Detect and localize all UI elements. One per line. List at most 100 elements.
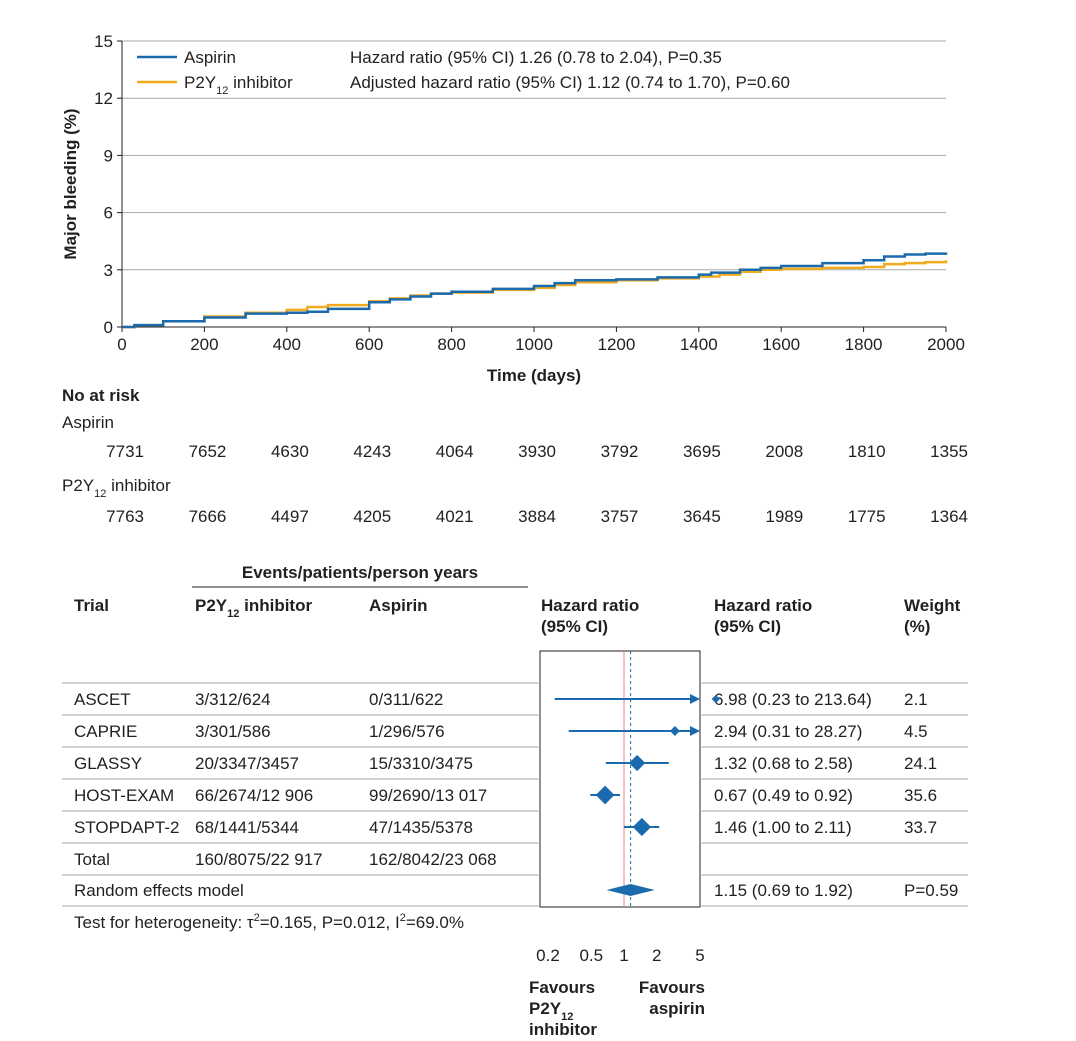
point-estimate-marker xyxy=(595,785,615,805)
at-risk-value: 2008 xyxy=(765,442,803,461)
at-risk-value: 3645 xyxy=(683,507,721,526)
at-risk-value: 7731 xyxy=(106,442,144,461)
row-trial-name: CAPRIE xyxy=(74,722,137,741)
km-line-p2y12 xyxy=(122,260,948,329)
forest-x-tick-label: 1 xyxy=(619,946,628,965)
at-risk-value: 3757 xyxy=(601,507,639,526)
point-estimate-marker xyxy=(628,754,646,772)
row-aspirin-events: 1/296/576 xyxy=(369,722,445,741)
km-y-tick-label: 12 xyxy=(94,89,113,108)
km-y-tick-label: 6 xyxy=(104,204,113,223)
row-trial-name: HOST-EXAM xyxy=(74,786,174,805)
favours-left-label: Favours P2Y12 inhibitor xyxy=(529,978,597,1039)
row-weight: 35.6 xyxy=(904,786,937,805)
row-hr-text: 1.46 (1.00 to 2.11) xyxy=(714,818,852,837)
col-header-hr-text-2: (95% CI) xyxy=(714,617,781,636)
at-risk-value: 1355 xyxy=(930,442,968,461)
forest-x-tick-label: 0.5 xyxy=(579,946,603,965)
favours-left-line1: Favours xyxy=(529,978,595,997)
favours-right-label: Favours aspirin xyxy=(639,978,705,1018)
row-weight: 33.7 xyxy=(904,818,937,837)
forest-plot-frame xyxy=(539,650,701,908)
at-risk-value: 7666 xyxy=(189,507,227,526)
favours-left-line2: P2Y12 xyxy=(529,999,573,1023)
legend-label-aspirin: Aspirin xyxy=(184,48,236,67)
forest-x-tick-label: 5 xyxy=(695,946,704,965)
row-aspirin-events: 0/311/622 xyxy=(369,690,443,709)
at-risk-group-p2y12: P2Y12 inhibitor xyxy=(62,476,171,500)
favours-left-line3: inhibitor xyxy=(529,1020,597,1039)
point-estimate-marker xyxy=(669,726,680,736)
favours-right-line1: Favours xyxy=(639,978,705,997)
at-risk-row-p2y12: 7763 7666 4497 4205 4021 3884 3757 3645 1989 1775… xyxy=(106,507,968,526)
forest-x-tick-label: 0.2 xyxy=(536,946,560,965)
km-x-tick-label: 800 xyxy=(437,335,465,354)
km-x-tick-label: 1000 xyxy=(515,335,553,354)
forest-plot: Events/patients/person years Trial P2Y12… xyxy=(62,563,968,1039)
at-risk-value: 1775 xyxy=(848,507,886,526)
row-weight: 4.5 xyxy=(904,722,928,741)
heterogeneity-text: Test for heterogeneity: τ2=0.165, P=0.01… xyxy=(74,912,464,932)
at-risk-value: 4064 xyxy=(436,442,474,461)
row-aspirin-events: 162/8042/23 068 xyxy=(369,850,497,869)
row-trial-name: Total xyxy=(74,850,110,869)
km-x-tick-label: 1800 xyxy=(845,335,883,354)
at-risk-value: 1810 xyxy=(848,442,886,461)
legend-stat-p2y12: Adjusted hazard ratio (95% CI) 1.12 (0.7… xyxy=(350,73,790,92)
km-series-lines xyxy=(122,252,948,329)
at-risk-row-aspirin: 7731 7652 4630 4243 4064 3930 3792 3695 2008 1810… xyxy=(106,442,968,461)
row-p2y12-events: 3/301/586 xyxy=(195,722,271,741)
row-aspirin-events: 15/3310/3475 xyxy=(369,754,473,773)
col-header-trial: Trial xyxy=(74,596,109,615)
row-p2y12-events: 3/312/624 xyxy=(195,690,271,709)
point-estimate-marker xyxy=(711,694,720,704)
at-risk-table: No at risk Aspirin 7731 7652 4630 4243 4064 3… xyxy=(62,386,968,526)
km-x-ticks: 0 200 400 600 800 1000 1200 1400 1600 1800 2000 xyxy=(117,327,965,354)
row-trial-name: GLASSY xyxy=(74,754,142,773)
col-header-weight-1: Weight xyxy=(904,596,961,615)
row-trial-name: ASCET xyxy=(74,690,131,709)
pooled-p-value: P=0.59 xyxy=(904,881,958,900)
at-risk-value: 4630 xyxy=(271,442,309,461)
forest-rows: ASCET 3/312/624 0/311/622 6.98 (0.23 to 213… xyxy=(74,690,958,900)
at-risk-value: 4243 xyxy=(353,442,391,461)
row-hr-text: 6.98 (0.23 to 213.64) xyxy=(714,690,872,709)
legend-stat-aspirin: Hazard ratio (95% CI) 1.26 (0.78 to 2.04… xyxy=(350,48,722,67)
km-y-tick-label: 15 xyxy=(94,32,113,51)
km-chart: 0 3 6 9 12 15 0 200 400 600 800 1000 1200 1400 1600 18… xyxy=(61,32,965,385)
km-x-tick-label: 0 xyxy=(117,335,126,354)
km-y-axis-label: Major bleeding (%) xyxy=(61,108,80,259)
at-risk-value: 4497 xyxy=(271,507,309,526)
events-header: Events/patients/person years xyxy=(242,563,478,582)
km-x-tick-label: 200 xyxy=(190,335,218,354)
ci-arrow xyxy=(690,726,700,736)
col-header-hr-plot-1: Hazard ratio xyxy=(541,596,639,615)
col-header-aspirin: Aspirin xyxy=(369,596,428,615)
km-y-tick-label: 3 xyxy=(104,261,113,280)
favours-right-line2: aspirin xyxy=(649,999,705,1018)
col-header-p2y12: P2Y12 inhibitor xyxy=(195,596,312,620)
row-trial-name: STOPDAPT-2 xyxy=(74,818,180,837)
ci-arrow xyxy=(690,694,700,704)
at-risk-value: 7652 xyxy=(189,442,227,461)
km-x-tick-label: 1200 xyxy=(597,335,635,354)
pooled-hr-text: 1.15 (0.69 to 1.92) xyxy=(714,881,853,900)
row-p2y12-events: 160/8075/22 917 xyxy=(195,850,323,869)
forest-row-rules xyxy=(62,682,968,907)
km-y-ticks: 0 3 6 9 12 15 xyxy=(94,32,122,337)
row-weight: 24.1 xyxy=(904,754,937,773)
row-hr-text: 0.67 (0.49 to 0.92) xyxy=(714,786,853,805)
km-y-tick-label: 9 xyxy=(104,146,113,165)
at-risk-value: 1364 xyxy=(930,507,968,526)
km-x-tick-label: 2000 xyxy=(927,335,965,354)
point-estimate-marker xyxy=(632,817,652,837)
at-risk-value: 7763 xyxy=(106,507,144,526)
row-weight: 2.1 xyxy=(904,690,928,709)
row-p2y12-events: 66/2674/12 906 xyxy=(195,786,313,805)
km-x-axis-label: Time (days) xyxy=(487,366,581,385)
km-line-aspirin xyxy=(122,252,948,329)
km-y-tick-label: 0 xyxy=(104,318,113,337)
row-trial-name: Random effects model xyxy=(74,881,244,900)
km-x-tick-label: 1400 xyxy=(680,335,718,354)
